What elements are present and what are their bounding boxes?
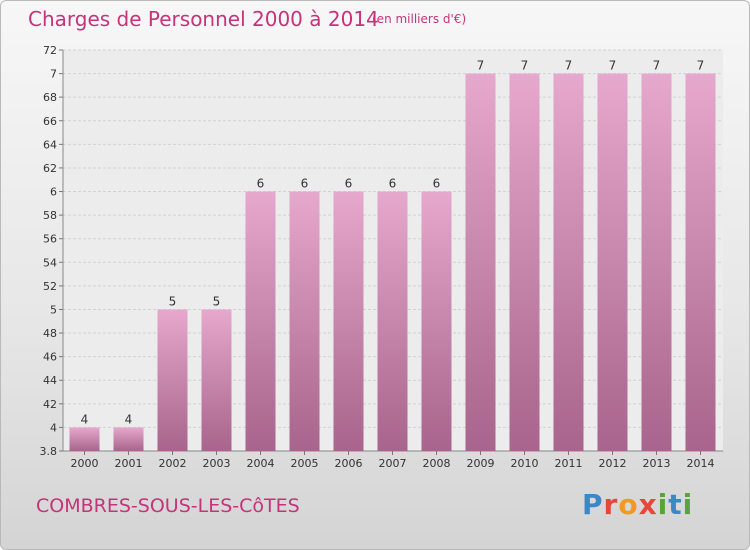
x-tick-label: 2010 (511, 457, 539, 470)
x-tick-label: 2000 (71, 457, 99, 470)
bar (69, 427, 100, 451)
logo-letter: P (582, 488, 604, 521)
y-tick-label: 42 (43, 398, 57, 411)
bar (553, 73, 584, 452)
bar (509, 73, 540, 452)
place-name: COMBRES-SOUS-LES-CôTES (36, 495, 300, 517)
y-tick-label: 6 (50, 186, 57, 199)
logo-letter: t (668, 488, 683, 521)
bar-value-label: 7 (521, 59, 529, 73)
bar (377, 191, 408, 451)
bar-value-label: 7 (697, 59, 705, 73)
x-tick-label: 2004 (247, 457, 275, 470)
proxiti-logo[interactable]: Proxiti (582, 488, 693, 521)
bar-value-label: 7 (477, 59, 485, 73)
x-tick-label: 2012 (599, 457, 627, 470)
bar (201, 309, 232, 451)
x-tick-label: 2007 (379, 457, 407, 470)
x-tick-label: 2008 (423, 457, 451, 470)
bar-value-label: 5 (213, 294, 221, 308)
y-tick-label: 52 (43, 280, 57, 293)
y-tick-label: 66 (43, 115, 57, 128)
y-tick-label: 62 (43, 162, 57, 175)
bar-value-label: 4 (81, 412, 89, 426)
y-tick-label: 48 (43, 327, 57, 340)
x-tick-label: 2014 (687, 457, 715, 470)
x-tick-label: 2013 (643, 457, 671, 470)
bar-value-label: 6 (433, 177, 441, 191)
y-tick-label: 7 (50, 68, 57, 81)
y-tick-label: 54 (43, 256, 57, 269)
logo-letter: x (638, 488, 658, 521)
logo-letter: i (657, 488, 669, 521)
x-tick-label: 2003 (203, 457, 231, 470)
bar (113, 427, 144, 451)
bar-value-label: 6 (389, 177, 397, 191)
bar-value-label: 6 (345, 177, 353, 191)
y-tick-label: 5 (50, 303, 57, 316)
bar (157, 309, 188, 451)
y-tick-label: 4 (50, 421, 57, 434)
bar-value-label: 5 (169, 294, 177, 308)
bar (641, 73, 672, 452)
y-tick-label: 46 (43, 351, 57, 364)
y-tick-label: 72 (43, 44, 57, 57)
y-tick-label: 44 (43, 374, 57, 387)
logo-letter: i (682, 488, 694, 521)
bar-value-label: 6 (301, 177, 309, 191)
bar-value-label: 7 (565, 59, 573, 73)
x-tick-label: 2011 (555, 457, 583, 470)
bar (421, 191, 452, 451)
bar (289, 191, 320, 451)
bar (245, 191, 276, 451)
bar (333, 191, 364, 451)
x-tick-label: 2009 (467, 457, 495, 470)
bar (597, 73, 628, 452)
x-tick-label: 2005 (291, 457, 319, 470)
bar-value-label: 7 (609, 59, 617, 73)
bar-value-label: 7 (653, 59, 661, 73)
x-tick-label: 2001 (115, 457, 143, 470)
y-tick-label: 3.8 (40, 445, 58, 458)
bar-value-label: 4 (125, 412, 133, 426)
x-tick-label: 2006 (335, 457, 363, 470)
y-tick-label: 64 (43, 138, 57, 151)
bar (465, 73, 496, 452)
logo-letter: o (618, 488, 639, 521)
logo-letter: r (603, 488, 619, 521)
x-tick-label: 2002 (159, 457, 187, 470)
y-tick-label: 56 (43, 233, 57, 246)
chart-title: Charges de Personnel 2000 à 2014 (28, 7, 379, 31)
chart-subtitle: (en milliers d'€) (372, 12, 467, 26)
bar (685, 73, 716, 452)
bar-value-label: 6 (257, 177, 265, 191)
y-tick-label: 68 (43, 91, 57, 104)
y-tick-label: 58 (43, 209, 57, 222)
